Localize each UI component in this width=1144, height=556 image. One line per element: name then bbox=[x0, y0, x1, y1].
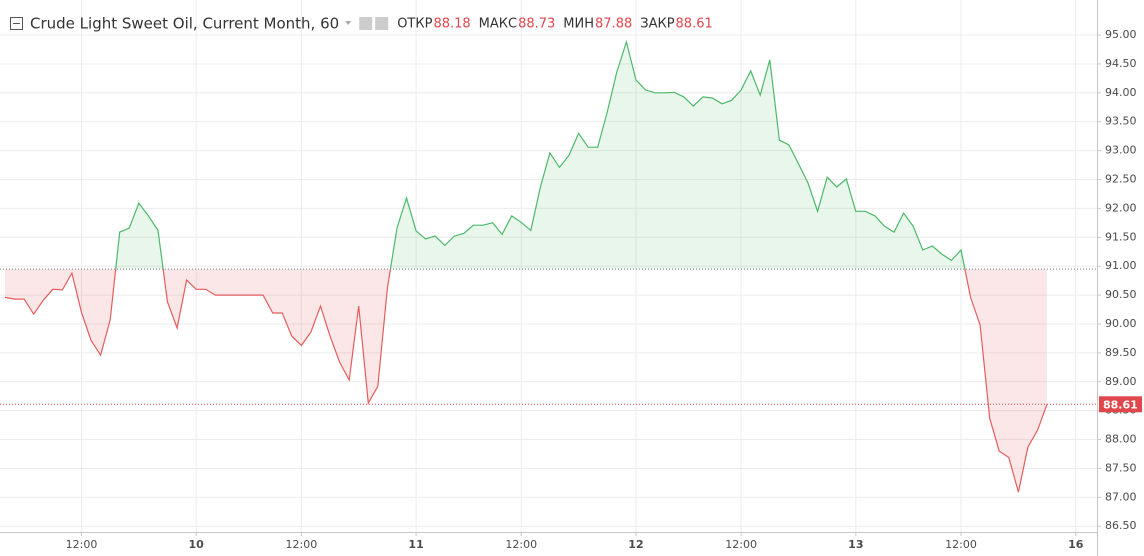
header: Crude Light Sweet Oil, Current Month, 60… bbox=[10, 15, 713, 33]
axes: 86.5087.0087.5088.0088.5089.0089.5090.00… bbox=[66, 28, 1142, 551]
ohlc-value: 88.73 bbox=[518, 17, 555, 32]
y-tick-label: 91.50 bbox=[1105, 230, 1137, 243]
chart-title: Crude Light Sweet Oil, Current Month, 60 bbox=[30, 15, 339, 33]
price-line bbox=[4, 39, 1048, 493]
y-tick-label: 89.50 bbox=[1105, 346, 1137, 359]
y-tick-label: 86.50 bbox=[1105, 519, 1137, 532]
dropdown-arrow bbox=[345, 21, 352, 25]
x-tick-label: 10 bbox=[189, 538, 205, 551]
ohlc-value: 88.61 bbox=[676, 17, 713, 32]
y-tick-label: 87.50 bbox=[1105, 461, 1137, 474]
baseline-area bbox=[5, 42, 1048, 493]
last-price-badge bbox=[1099, 396, 1142, 413]
x-tick-label: 12:00 bbox=[725, 538, 757, 551]
y-tick-label: 88.00 bbox=[1105, 433, 1137, 446]
ohlc-label: МИН bbox=[563, 17, 594, 32]
y-tick-label: 94.50 bbox=[1105, 57, 1137, 70]
ohlc-value: 88.18 bbox=[433, 17, 470, 32]
x-tick-label: 13 bbox=[848, 538, 863, 551]
x-tick-label: 12:00 bbox=[945, 538, 977, 551]
ohlc-value: 87.88 bbox=[595, 17, 632, 32]
y-tick-label: 91.00 bbox=[1105, 259, 1137, 272]
y-tick-label: 93.50 bbox=[1105, 115, 1137, 128]
x-tick-label: 12:00 bbox=[286, 538, 318, 551]
x-tick-label: 12:00 bbox=[66, 538, 98, 551]
plot bbox=[0, 39, 1097, 493]
y-tick-label: 95.00 bbox=[1105, 28, 1137, 41]
x-tick-label: 11 bbox=[408, 538, 423, 551]
x-tick-label: 16 bbox=[1068, 538, 1084, 551]
settings-button[interactable] bbox=[359, 17, 373, 30]
y-tick-label: 93.00 bbox=[1105, 144, 1137, 157]
y-tick-label: 89.00 bbox=[1105, 375, 1137, 388]
x-tick-label: 12:00 bbox=[505, 538, 537, 551]
y-tick-label: 92.50 bbox=[1105, 173, 1137, 186]
y-tick-label: 90.50 bbox=[1105, 288, 1137, 301]
y-tick-label: 92.00 bbox=[1105, 201, 1137, 214]
y-tick-label: 87.00 bbox=[1105, 490, 1137, 503]
y-tick-label: 90.00 bbox=[1105, 317, 1137, 330]
ohlc-label: ЗАКР bbox=[640, 17, 674, 32]
ohlc-label: МАКС bbox=[479, 17, 517, 32]
close-button[interactable] bbox=[375, 17, 389, 30]
y-tick-label: 94.00 bbox=[1105, 86, 1137, 99]
last-price-label: 88.61 bbox=[1103, 398, 1138, 411]
x-tick-label: 12 bbox=[628, 538, 643, 551]
ohlc-label: ОТКР bbox=[397, 17, 432, 32]
